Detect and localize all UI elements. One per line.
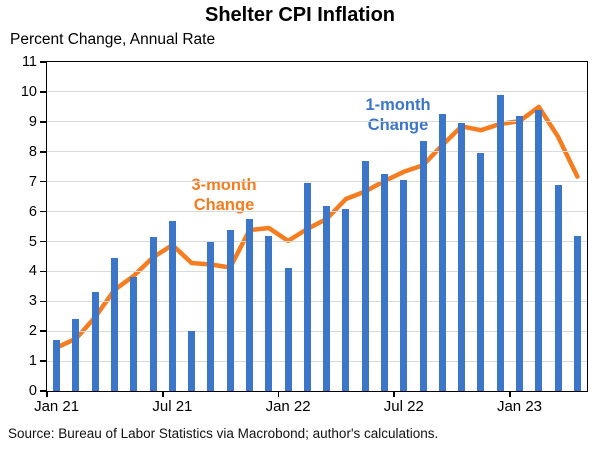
- bar-jan-22: [284, 268, 292, 391]
- bar-may-22: [361, 160, 369, 391]
- y-axis-tick-label: 10: [20, 83, 37, 100]
- y-axis-tick: [40, 61, 46, 63]
- bar-sep-21: [207, 241, 215, 391]
- x-axis-tick-label: Jan 22: [265, 398, 311, 415]
- x-axis-tick: [393, 391, 395, 397]
- y-axis-tick: [40, 210, 46, 213]
- trend-line-svg: [54, 104, 580, 350]
- bar-mar-21: [91, 292, 99, 391]
- y-axis-tick: [40, 300, 46, 302]
- bar-dec-21: [265, 235, 273, 391]
- x-axis-tick: [277, 391, 280, 397]
- trend-line: [54, 104, 580, 350]
- y-axis-tick: [40, 240, 46, 243]
- x-axis-tick-label: Jan 23: [496, 398, 543, 415]
- gridline-y-7: [47, 181, 587, 183]
- gridline-y-10: [47, 91, 587, 93]
- bar-series-annotation: 1-month Change: [338, 95, 458, 135]
- y-axis-tick: [40, 91, 46, 93]
- bar-series-annotation-line2: Change: [367, 116, 429, 134]
- y-axis-tick-label: 9: [28, 113, 37, 130]
- y-axis-tick: [40, 360, 46, 362]
- bar-apr-21: [111, 257, 118, 391]
- bar-feb-23: [535, 109, 543, 391]
- chart-title: Shelter CPI Inflation: [204, 4, 396, 26]
- y-axis-tick: [40, 121, 46, 123]
- gridline-y-1: [47, 360, 587, 362]
- bar-jul-21: [168, 220, 176, 391]
- x-axis-tick-label: Jan 21: [34, 398, 80, 415]
- bar-feb-21: [72, 319, 80, 391]
- y-axis-tick: [40, 390, 46, 392]
- plot-area: 3-month Change 1-month Change 0 1 2 3 4 5 6 7 8 9…: [21, 54, 588, 415]
- gridline-y-4: [47, 270, 587, 272]
- y-axis-tick-label: 11: [21, 54, 37, 70]
- bar-oct-22: [458, 123, 466, 391]
- bar-jun-22: [381, 174, 388, 391]
- y-axis-tick-label: 6: [28, 203, 37, 220]
- x-axis-tick: [162, 391, 164, 397]
- gridline-y-3: [47, 300, 587, 302]
- y-axis-tick-label: 3: [28, 293, 37, 310]
- gridline-y-9: [47, 121, 587, 123]
- line-series-annotation: 3-month Change: [164, 175, 284, 215]
- chart-subtitle: Percent Change, Annual Rate: [10, 31, 216, 48]
- y-axis-tick: [40, 270, 46, 273]
- bar-mar-22: [323, 205, 331, 391]
- bar-mar-23: [554, 184, 562, 391]
- y-axis-tick: [40, 151, 46, 153]
- source-note: Source: Bureau of Labor Statistics via M…: [8, 426, 439, 441]
- bar-apr-22: [342, 208, 350, 391]
- y-axis-tick: [40, 180, 46, 183]
- x-axis-tick-label: Jul 21: [152, 398, 193, 415]
- line-series-annotation-line1: 3-month: [191, 176, 257, 194]
- y-axis-tick-label: 0: [28, 383, 37, 399]
- bar-aug-21: [188, 331, 196, 391]
- gridline-y-6: [47, 211, 587, 212]
- y-axis-tick-label: 5: [28, 233, 37, 250]
- y-axis-tick-label: 1: [28, 353, 37, 370]
- bar-series-annotation-line1: 1-month: [365, 96, 431, 114]
- bar-nov-22: [477, 153, 485, 391]
- bar-dec-22: [496, 94, 504, 391]
- bar-nov-21: [246, 219, 253, 391]
- gridline-y-2: [47, 330, 587, 332]
- gridline-y-5: [47, 241, 587, 242]
- y-axis-tick-label: 8: [28, 143, 37, 160]
- bar-oct-21: [226, 229, 234, 391]
- y-axis-tick-label: 4: [28, 263, 37, 280]
- bar-jan-21: [53, 340, 61, 391]
- x-axis-tick-label: Jul 22: [383, 398, 424, 415]
- bar-feb-22: [303, 183, 311, 391]
- y-axis-tick-label: 7: [28, 173, 37, 190]
- bar-apr-23: [573, 235, 581, 391]
- gridline-y-8: [47, 151, 587, 153]
- bar-jan-23: [516, 115, 523, 391]
- bar-jul-22: [400, 180, 408, 391]
- line-series-annotation-line2: Change: [193, 196, 255, 214]
- y-axis-tick-label: 2: [28, 323, 37, 340]
- bar-jun-21: [149, 237, 157, 391]
- y-axis-tick: [40, 330, 46, 332]
- bar-sep-22: [438, 114, 446, 391]
- bar-may-21: [130, 277, 138, 391]
- x-axis-tick: [509, 391, 511, 397]
- bar-aug-22: [419, 141, 427, 391]
- x-axis-tick: [46, 391, 48, 397]
